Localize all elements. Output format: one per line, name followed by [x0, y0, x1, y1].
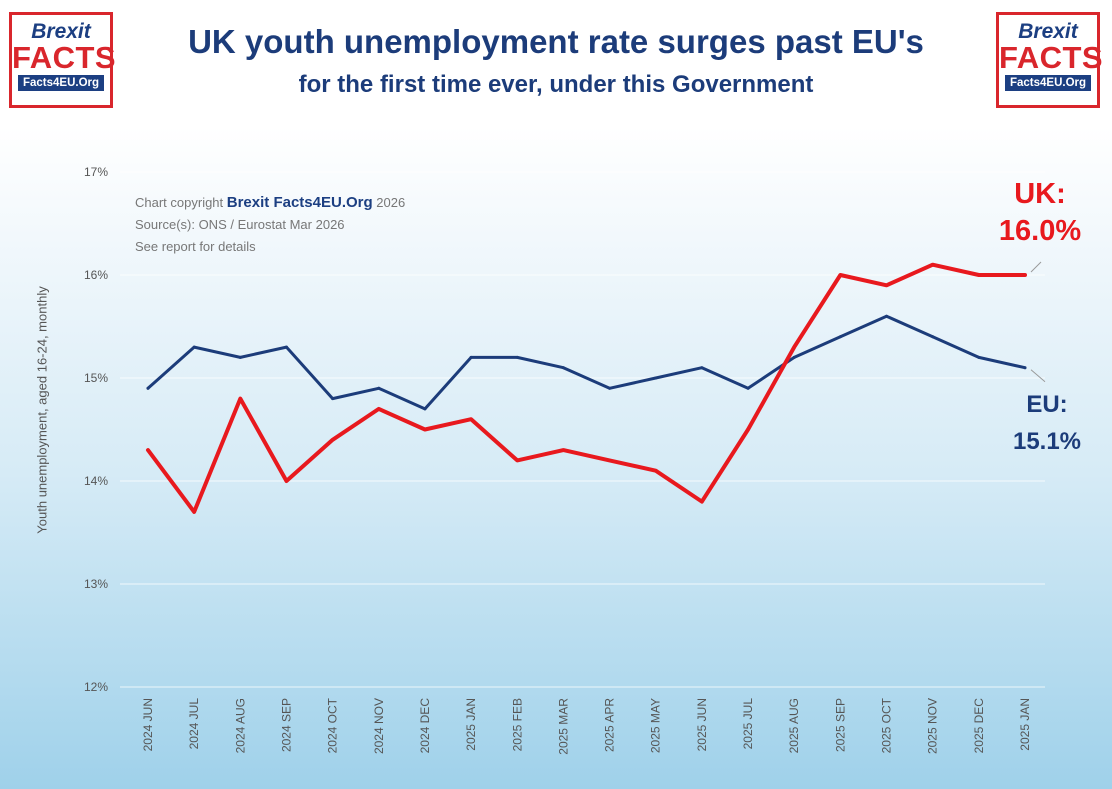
uk-data-point: [608, 458, 612, 462]
eu-callout: EU: 15.1%: [995, 386, 1099, 460]
uk-data-point: [377, 407, 381, 411]
x-tick-label: 2025 DEC: [972, 698, 986, 754]
x-tick-label: 2025 OCT: [880, 697, 894, 753]
brexit-facts-logo-right: Brexit FACTS Facts4EU.Org: [996, 12, 1104, 108]
eu-data-point: [515, 355, 519, 359]
logo-line-1: Brexit: [1018, 20, 1078, 43]
x-tick-label: 2024 NOV: [372, 698, 386, 754]
y-tick-label: 17%: [84, 165, 108, 179]
eu-callout-leader: [1030, 369, 1046, 383]
eu-data-point: [931, 335, 935, 339]
x-tick-label: 2025 APR: [603, 698, 617, 752]
logo-line-1: Brexit: [31, 20, 91, 43]
eu-data-point: [284, 345, 288, 349]
uk-data-point: [331, 438, 335, 442]
x-tick-label: 2024 OCT: [326, 697, 340, 753]
x-tick-label: 2025 AUG: [787, 698, 801, 753]
brexit-facts-logo-left: Brexit FACTS Facts4EU.Org: [9, 12, 117, 108]
eu-data-point: [469, 355, 473, 359]
logo-line-3: Facts4EU.Org: [17, 75, 105, 91]
x-tick-label: 2024 JUL: [187, 698, 201, 750]
y-tick-label: 16%: [84, 268, 108, 282]
eu-callout-label: EU:: [1026, 391, 1068, 418]
eu-data-point: [377, 386, 381, 390]
uk-data-point: [746, 428, 750, 431]
eu-data-point: [561, 366, 565, 370]
uk-data-point: [238, 397, 242, 401]
eu-data-point: [238, 355, 242, 359]
x-tick-label: 2024 AUG: [233, 698, 247, 753]
logo-line-2: FACTS: [999, 40, 1104, 75]
copyright-year: 2026: [372, 195, 406, 210]
uk-data-point: [977, 273, 981, 277]
source-line: Source(s): ONS / Eurostat Mar 2026: [135, 217, 345, 232]
uk-data-point: [931, 263, 935, 267]
eu-data-point: [331, 397, 335, 401]
uk-series-line: [146, 262, 1027, 514]
uk-callout-label: UK:: [1014, 178, 1066, 210]
x-tick-label: 2025 JUN: [695, 698, 709, 751]
uk-data-point: [515, 458, 519, 462]
uk-data-point: [1023, 273, 1027, 277]
logo-line-2: FACTS: [12, 40, 117, 75]
eu-data-point: [792, 355, 796, 359]
eu-data-point: [746, 386, 750, 390]
x-tick-label: 2025 MAR: [556, 698, 570, 755]
y-tick-label: 14%: [84, 474, 108, 488]
uk-data-point: [284, 479, 288, 483]
uk-data-point: [146, 448, 150, 452]
x-tick-label: 2024 DEC: [418, 698, 432, 754]
uk-data-point: [192, 510, 196, 514]
uk-data-point: [469, 417, 473, 421]
y-tick-label: 13%: [84, 577, 108, 591]
eu-data-point: [885, 314, 889, 318]
logo-line-3: Facts4EU.Org: [1004, 75, 1092, 91]
copyright-brand: Brexit Facts4EU.Org: [226, 194, 373, 211]
y-tick-label: 12%: [84, 680, 108, 694]
uk-data-point: [654, 469, 658, 473]
uk-data-point: [885, 283, 889, 287]
eu-data-point: [192, 345, 196, 349]
copyright-line: Chart copyright Brexit Facts4EU.Org 2026: [135, 192, 405, 214]
uk-data-point: [423, 428, 427, 431]
uk-data-point: [838, 273, 842, 277]
eu-data-point: [1023, 366, 1027, 370]
x-tick-label: 2024 JUN: [141, 698, 155, 751]
eu-data-point: [608, 386, 612, 390]
eu-data-point: [423, 407, 427, 411]
y-axis-label: Youth unemployment, aged 16-24, monthly: [34, 286, 50, 534]
x-tick-label: 2025 MAY: [649, 698, 663, 753]
eu-data-point: [700, 366, 704, 370]
uk-callout-value: 16.0%: [998, 215, 1082, 247]
x-tick-label: 2025 JUL: [741, 698, 755, 750]
eu-callout-value: 15.1%: [1012, 428, 1082, 455]
x-tick-label: 2024 SEP: [279, 698, 293, 752]
eu-data-point: [838, 335, 842, 339]
chart-title: UK youth unemployment rate surges past E…: [188, 23, 924, 60]
eu-data-point: [146, 386, 150, 390]
chart-subtitle: for the first time ever, under this Gove…: [298, 71, 814, 98]
uk-data-point: [561, 448, 565, 452]
x-tick-label: 2025 JAN: [464, 698, 478, 751]
x-tick-label: 2025 JAN: [1018, 698, 1032, 751]
uk-data-point: [700, 500, 704, 504]
x-tick-label: 2025 SEP: [833, 698, 847, 752]
x-tick-label: 2025 FEB: [510, 698, 524, 751]
x-tick-label: 2025 NOV: [926, 698, 940, 754]
eu-series-line: [146, 314, 1027, 411]
details-line: See report for details: [135, 239, 256, 254]
copyright-note: Chart copyright Brexit Facts4EU.Org 2026…: [135, 192, 405, 258]
uk-data-point: [792, 345, 796, 349]
eu-data-point: [654, 376, 658, 380]
uk-callout: UK: 16.0%: [988, 176, 1092, 250]
copyright-prefix: Chart copyright: [135, 195, 227, 210]
uk-callout-leader: [1030, 261, 1042, 273]
y-tick-label: 15%: [84, 371, 108, 385]
eu-data-point: [977, 355, 981, 359]
